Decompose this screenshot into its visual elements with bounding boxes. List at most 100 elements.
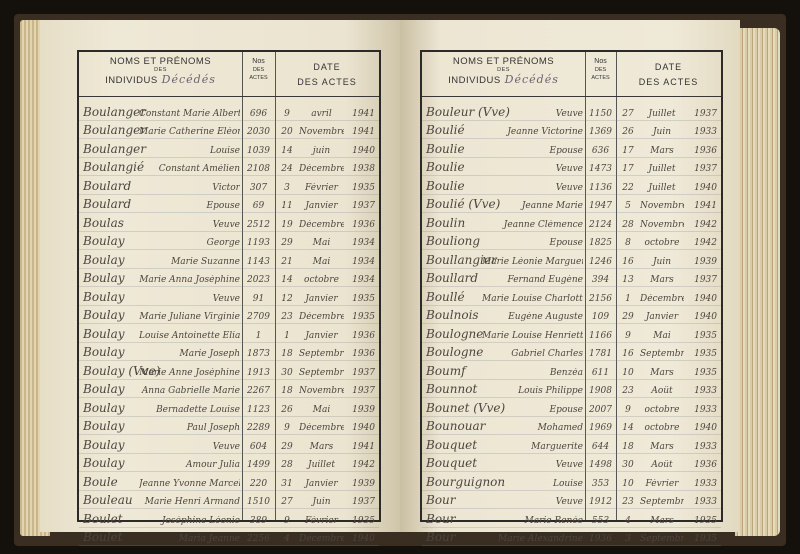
given-names-cell: Mohamed — [537, 423, 583, 433]
surname-cell: Boule — [83, 474, 118, 489]
month-cell: Janvier — [305, 293, 338, 304]
year-cell: 1934 — [352, 275, 375, 285]
surname-cell: Boulas — [83, 215, 124, 230]
act-number-cell: 307 — [249, 182, 268, 193]
surname-cell: Boumf — [426, 363, 466, 378]
act-number-cell: 1498 — [589, 460, 612, 470]
table-row: Boumf Benzéa 611 10 Mars 1935 — [422, 361, 721, 380]
year-cell: 1937 — [352, 201, 375, 211]
given-names-cell: Epouse — [549, 145, 584, 156]
surname-cell: Boulay — [83, 234, 125, 248]
surname-cell: Bounouar — [426, 419, 486, 433]
month-cell: Juillet — [648, 164, 676, 174]
day-cell: 4 — [284, 534, 290, 544]
surname-cell: Boulie — [426, 178, 465, 193]
month-cell: Mars — [309, 441, 334, 452]
given-names-cell: Epouse — [549, 404, 584, 415]
act-number-cell: 1510 — [247, 497, 270, 507]
month-cell: Juin — [652, 127, 672, 137]
year-cell: 1939 — [352, 478, 375, 489]
given-names-cell: Marie Anna Joséphine — [139, 275, 240, 285]
day-cell: 9 — [284, 515, 290, 526]
table-row: Boulay (Vve) Marie Anne Joséphine 1913 3… — [79, 361, 379, 380]
day-cell: 18 — [281, 386, 293, 396]
given-names-cell: Maria Jeanne — [178, 534, 240, 544]
act-number-cell: 636 — [591, 145, 610, 156]
day-cell: 16 — [622, 256, 634, 267]
table-row: Bour Marie Alexandrine 1936 3 Septembre … — [422, 528, 721, 546]
table-body: Boulanger Constant Marie Albert 696 9 av… — [79, 102, 379, 546]
act-number-cell: 696 — [249, 108, 268, 119]
act-number-cell: 2007 — [589, 404, 612, 415]
header-names-line1: NOMS ET PRÉNOMS — [452, 56, 555, 67]
surname-cell: Boulanger — [83, 141, 147, 156]
act-number-cell: 2124 — [589, 219, 612, 230]
table-row: Boulay Marie Suzanne 1143 21 Mai 1934 — [79, 250, 379, 269]
day-cell: 3 — [284, 182, 290, 193]
given-names-cell: Marie Léonie Marguerite — [482, 256, 583, 267]
act-number-cell: 1039 — [247, 145, 270, 156]
year-cell: 1942 — [694, 238, 717, 248]
month-cell: Août — [651, 386, 673, 396]
surname-cell: Boulogne — [426, 345, 484, 359]
surname-cell: Boulay — [83, 308, 125, 322]
surname-cell: Boullangier — [426, 252, 497, 267]
month-cell: Novembre — [299, 386, 344, 396]
header-date-line2: DES ACTES — [638, 77, 699, 87]
year-cell: 1937 — [352, 497, 375, 507]
month-cell: Septembre — [640, 349, 684, 359]
table-row: Boulet Joséphine Léonie 389 9 Février 19… — [79, 509, 379, 528]
header-handwritten-deceased: Décédés — [161, 73, 216, 86]
year-cell: 1935 — [694, 330, 717, 341]
year-cell: 1942 — [352, 460, 375, 470]
year-cell: 1935 — [694, 367, 717, 378]
day-cell: 28 — [281, 460, 293, 470]
day-cell: 16 — [622, 349, 634, 359]
month-cell: avril — [311, 108, 332, 119]
surname-cell: Bour — [426, 530, 456, 544]
act-number-cell: 1369 — [589, 127, 612, 137]
surname-cell: Boulay — [83, 419, 125, 433]
given-names-cell: Jeanne Victorine — [507, 127, 583, 137]
given-names-cell: Marie Juliane Virginie — [139, 312, 240, 322]
day-cell: 18 — [281, 349, 293, 359]
given-names-cell: Amour Julia — [186, 460, 240, 470]
month-cell: Janvier — [305, 330, 338, 341]
month-cell: Septembre — [640, 497, 684, 507]
month-cell: Décembre — [640, 293, 684, 304]
table-header: NOMS ET PRÉNOMS DES INDIVIDUS Décédés Nos… — [79, 52, 379, 97]
table-row: Boulié (Vve) Jeanne Marie 1947 5 Novembr… — [422, 195, 721, 213]
table-row: Bounnot Louis Philippe 1908 23 Août 1933 — [422, 380, 721, 398]
day-cell: 26 — [622, 127, 634, 137]
header-date: DATE DES ACTES — [616, 60, 721, 90]
given-names-cell: Fernand Eugène — [507, 275, 583, 285]
month-cell: Décembre — [299, 312, 344, 322]
year-cell: 1942 — [694, 219, 717, 230]
table-row: Boulard Victor 307 3 Février 1935 — [79, 176, 379, 195]
act-number-cell: 1969 — [589, 423, 612, 433]
given-names-cell: Eugène Auguste — [508, 312, 583, 322]
header-date-line1: DATE — [654, 62, 683, 72]
given-names-cell: Jeanne Clémence — [503, 219, 583, 230]
given-names-cell: Marie Alexandrine — [498, 534, 583, 544]
day-cell: 10 — [622, 367, 634, 378]
column-divider — [242, 52, 243, 520]
header-date-line2: DES ACTES — [297, 77, 357, 87]
year-cell: 1936 — [694, 460, 717, 470]
act-number-cell: 1 — [255, 330, 262, 341]
year-cell: 1940 — [352, 423, 375, 433]
column-divider — [616, 52, 617, 520]
header-names-des: DES — [497, 67, 510, 73]
act-number-cell: 1913 — [247, 367, 270, 378]
day-cell: 23 — [622, 386, 634, 396]
year-cell: 1935 — [352, 515, 375, 526]
day-cell: 3 — [625, 534, 631, 544]
month-cell: Mars — [650, 275, 674, 285]
year-cell: 1941 — [694, 201, 717, 211]
table-row: Boulanger Marie Catherine Eléonore 2030 … — [79, 121, 379, 139]
year-cell: 1938 — [352, 164, 375, 174]
day-cell: 24 — [281, 164, 293, 174]
header-number: Nos DES ACTES — [585, 58, 616, 82]
day-cell: 9 — [284, 423, 290, 433]
day-cell: 1 — [625, 293, 631, 304]
